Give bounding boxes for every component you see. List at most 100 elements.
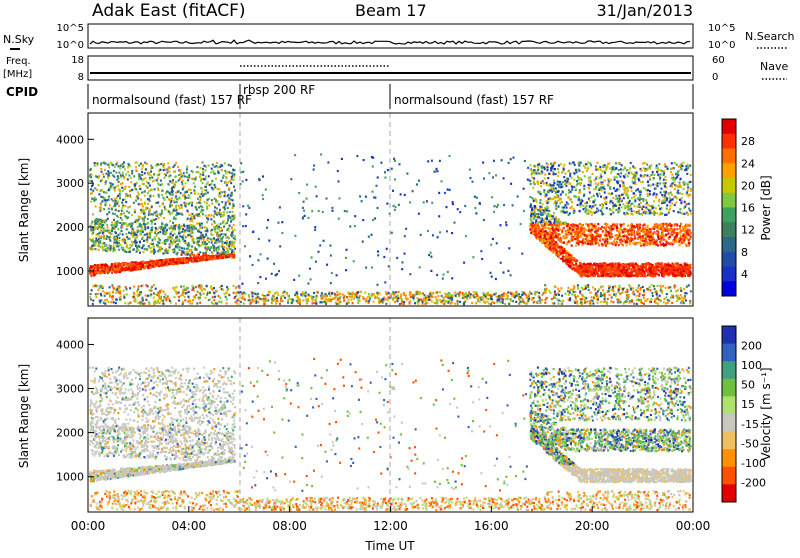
data-cell bbox=[539, 301, 541, 303]
data-cell bbox=[195, 178, 197, 180]
data-cell bbox=[203, 239, 205, 241]
data-cell bbox=[116, 179, 118, 181]
data-cell bbox=[315, 302, 317, 304]
data-cell bbox=[111, 272, 113, 274]
data-cell bbox=[199, 224, 201, 226]
data-cell bbox=[401, 298, 403, 300]
data-cell bbox=[236, 292, 238, 294]
data-cell bbox=[129, 238, 131, 240]
data-cell bbox=[674, 284, 676, 286]
data-cell bbox=[108, 208, 110, 210]
data-cell bbox=[191, 178, 193, 180]
data-cell bbox=[125, 222, 127, 224]
data-cell bbox=[184, 253, 186, 255]
data-cell bbox=[165, 240, 167, 242]
data-cell bbox=[540, 185, 542, 187]
data-cell bbox=[159, 205, 161, 207]
data-cell bbox=[666, 293, 668, 295]
data-cell bbox=[576, 300, 578, 302]
data-cell bbox=[112, 228, 114, 230]
data-cell bbox=[140, 203, 142, 205]
data-cell bbox=[206, 206, 208, 208]
data-cell bbox=[169, 220, 171, 222]
data-cell bbox=[267, 299, 269, 301]
data-cell bbox=[178, 198, 180, 200]
data-cell bbox=[613, 290, 615, 292]
data-cell bbox=[542, 203, 544, 205]
data-cell bbox=[99, 246, 101, 248]
data-cell bbox=[183, 285, 185, 287]
data-cell bbox=[619, 293, 621, 295]
data-cell bbox=[116, 224, 118, 226]
data-cell bbox=[663, 301, 665, 303]
data-cell bbox=[142, 284, 144, 286]
data-cell bbox=[632, 287, 634, 289]
data-cell bbox=[92, 248, 94, 250]
data-cell bbox=[148, 211, 150, 213]
data-cell bbox=[126, 225, 128, 227]
data-cell bbox=[131, 214, 133, 216]
data-cell bbox=[507, 298, 509, 300]
data-cell bbox=[291, 298, 293, 300]
data-cell bbox=[227, 171, 229, 173]
data-cell bbox=[586, 170, 588, 172]
data-cell bbox=[254, 293, 256, 295]
data-cell bbox=[135, 162, 137, 164]
data-cell bbox=[626, 244, 628, 246]
data-cell bbox=[442, 300, 444, 302]
data-cell bbox=[280, 298, 282, 300]
data-cell bbox=[161, 223, 163, 225]
data-cell bbox=[140, 163, 142, 165]
data-cell bbox=[149, 178, 151, 180]
data-cell bbox=[660, 191, 662, 193]
data-cell bbox=[546, 182, 548, 184]
data-cell bbox=[177, 246, 179, 248]
data-cell bbox=[183, 172, 185, 174]
data-cell bbox=[130, 181, 132, 183]
data-cell bbox=[172, 179, 174, 181]
data-cell bbox=[263, 303, 265, 305]
data-cell bbox=[231, 192, 233, 194]
data-cell bbox=[230, 244, 232, 246]
data-cell bbox=[112, 183, 114, 185]
data-cell bbox=[97, 293, 99, 295]
data-cell bbox=[109, 296, 111, 298]
data-cell bbox=[671, 302, 673, 304]
data-cell bbox=[657, 303, 659, 305]
data-cell bbox=[671, 202, 673, 204]
data-cell bbox=[108, 236, 110, 238]
data-cell bbox=[114, 213, 116, 215]
data-cell bbox=[586, 301, 588, 303]
data-cell bbox=[103, 302, 105, 304]
data-cell bbox=[151, 227, 153, 229]
data-cell bbox=[343, 300, 345, 302]
data-cell bbox=[215, 231, 217, 233]
data-cell bbox=[184, 299, 186, 301]
data-cell bbox=[157, 245, 159, 247]
data-cell bbox=[669, 197, 671, 199]
data-cell bbox=[356, 296, 358, 298]
data-cell bbox=[676, 164, 678, 166]
data-cell bbox=[417, 297, 419, 299]
data-cell bbox=[199, 196, 201, 198]
data-cell bbox=[647, 189, 649, 191]
data-cell bbox=[156, 260, 158, 262]
data-cell bbox=[632, 292, 634, 294]
data-cell bbox=[528, 293, 530, 295]
data-cell bbox=[425, 303, 427, 305]
data-cell bbox=[559, 300, 561, 302]
data-cell bbox=[129, 265, 131, 267]
data-cell bbox=[225, 204, 227, 206]
data-cell bbox=[124, 168, 126, 170]
data-cell bbox=[202, 168, 204, 170]
data-cell bbox=[129, 287, 131, 289]
data-cell bbox=[145, 185, 147, 187]
data-cell bbox=[145, 284, 147, 286]
data-cell bbox=[558, 294, 560, 296]
data-cell bbox=[409, 300, 411, 302]
data-cell bbox=[223, 226, 225, 228]
data-cell bbox=[352, 292, 354, 294]
data-cell bbox=[658, 299, 660, 301]
data-cell bbox=[101, 224, 103, 226]
data-cell bbox=[653, 285, 655, 287]
